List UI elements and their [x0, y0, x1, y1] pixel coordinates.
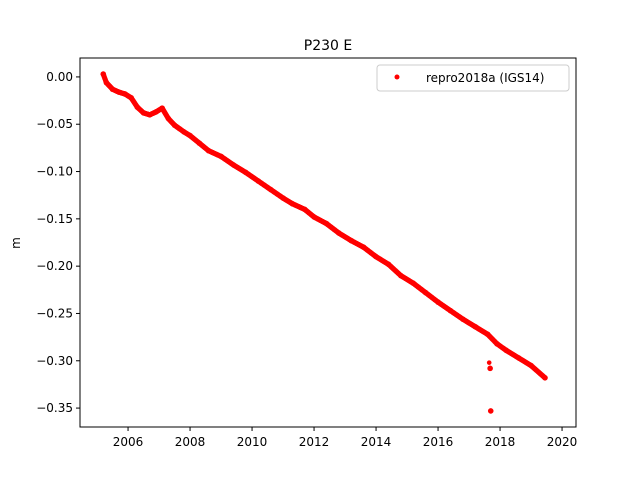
chart-title: P230 E: [304, 38, 352, 54]
x-tick-label: 2014: [361, 435, 392, 449]
legend-label: repro2018a (IGS14): [426, 71, 544, 85]
x-tick-label: 2006: [113, 435, 144, 449]
data-point: [487, 408, 494, 414]
data-point: [542, 375, 548, 381]
x-axis: 2006 2008 2010 2012 2014 2016 2018 2020: [113, 427, 578, 449]
legend: repro2018a (IGS14): [376, 64, 570, 92]
plot-frame: [79, 57, 577, 428]
legend-marker: [394, 74, 400, 80]
x-tick-label: 2020: [547, 435, 578, 449]
x-tick-label: 2008: [175, 435, 206, 449]
x-tick-label: 2016: [423, 435, 454, 449]
x-tick-label: 2010: [237, 435, 268, 449]
y-tick-label: −0.20: [36, 259, 73, 273]
legend-box: [376, 64, 570, 92]
y-tick-label: −0.35: [36, 401, 73, 415]
y-axis: 0.00 −0.05 −0.10 −0.15 −0.20 −0.25 −0.30 −0.35: [36, 70, 80, 415]
data-point: [487, 365, 493, 372]
data-points: [100, 71, 548, 414]
y-tick-label: −0.05: [36, 117, 73, 131]
y-tick-label: −0.15: [36, 212, 73, 226]
y-tick-label: −0.30: [36, 354, 73, 368]
y-tick-label: 0.00: [46, 70, 73, 84]
y-axis-label: m: [9, 237, 23, 249]
x-tick-label: 2012: [299, 435, 330, 449]
y-tick-label: −0.10: [36, 165, 73, 179]
x-tick-label: 2018: [485, 435, 516, 449]
outlier-point: [486, 360, 492, 365]
y-tick-label: −0.25: [36, 306, 73, 320]
